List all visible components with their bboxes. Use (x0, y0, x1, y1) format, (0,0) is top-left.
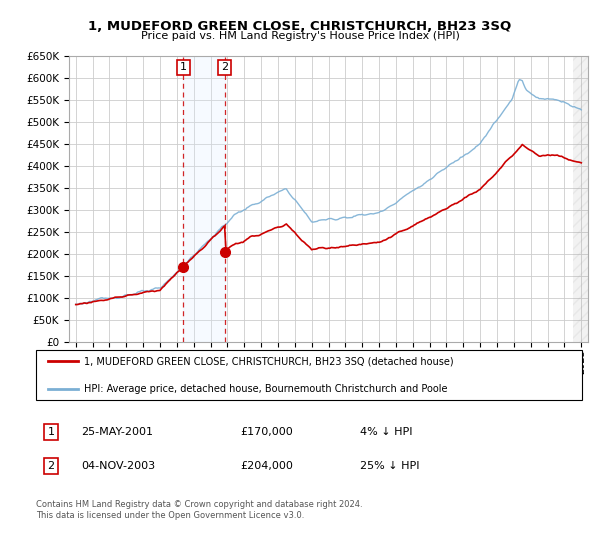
Text: 25% ↓ HPI: 25% ↓ HPI (360, 461, 419, 471)
Text: 1, MUDEFORD GREEN CLOSE, CHRISTCHURCH, BH23 3SQ (detached house): 1, MUDEFORD GREEN CLOSE, CHRISTCHURCH, B… (84, 356, 454, 366)
Text: 1, MUDEFORD GREEN CLOSE, CHRISTCHURCH, BH23 3SQ: 1, MUDEFORD GREEN CLOSE, CHRISTCHURCH, B… (88, 20, 512, 32)
Text: Contains HM Land Registry data © Crown copyright and database right 2024.: Contains HM Land Registry data © Crown c… (36, 500, 362, 509)
Text: 1: 1 (47, 427, 55, 437)
Text: This data is licensed under the Open Government Licence v3.0.: This data is licensed under the Open Gov… (36, 511, 304, 520)
Text: 1: 1 (180, 62, 187, 72)
Text: 4% ↓ HPI: 4% ↓ HPI (360, 427, 413, 437)
Bar (573, 56, 592, 342)
Text: 04-NOV-2003: 04-NOV-2003 (81, 461, 155, 471)
Text: HPI: Average price, detached house, Bournemouth Christchurch and Poole: HPI: Average price, detached house, Bour… (84, 384, 448, 394)
Text: 25-MAY-2001: 25-MAY-2001 (81, 427, 153, 437)
Text: Price paid vs. HM Land Registry's House Price Index (HPI): Price paid vs. HM Land Registry's House … (140, 31, 460, 41)
Text: 2: 2 (47, 461, 55, 471)
Text: £170,000: £170,000 (240, 427, 293, 437)
Text: 2: 2 (221, 62, 228, 72)
Bar (183, 56, 225, 342)
Text: £204,000: £204,000 (240, 461, 293, 471)
